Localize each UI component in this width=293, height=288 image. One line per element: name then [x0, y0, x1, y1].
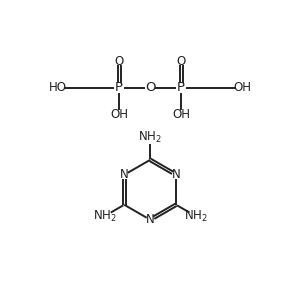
Text: OH: OH: [172, 108, 190, 121]
Text: N: N: [120, 168, 129, 181]
Text: HO: HO: [49, 81, 67, 94]
Text: NH$_2$: NH$_2$: [93, 209, 116, 224]
Text: P: P: [115, 81, 123, 94]
Text: N: N: [172, 168, 180, 181]
Text: O: O: [177, 55, 186, 68]
Text: O: O: [115, 55, 124, 68]
Text: N: N: [146, 213, 154, 226]
Text: NH$_2$: NH$_2$: [138, 130, 162, 145]
Text: OH: OH: [233, 81, 251, 94]
Text: NH$_2$: NH$_2$: [184, 209, 208, 224]
Text: OH: OH: [110, 108, 128, 121]
Text: O: O: [145, 81, 155, 94]
Text: P: P: [177, 81, 185, 94]
